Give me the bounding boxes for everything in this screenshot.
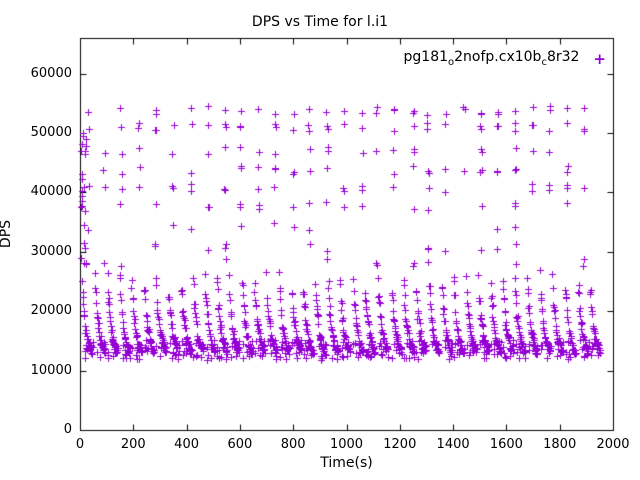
x-tick-label: 600 xyxy=(227,437,253,452)
x-tick-label: 800 xyxy=(280,437,306,452)
x-tick-label: 200 xyxy=(120,437,146,452)
y-tick-label: 20000 xyxy=(30,303,72,319)
y-tick-label: 50000 xyxy=(30,125,72,141)
x-tick-label: 1400 xyxy=(436,437,470,452)
y-tick-label: 30000 xyxy=(30,243,72,259)
x-tick-label: 0 xyxy=(75,437,85,452)
legend: pg181o2nofp.cx10bc8r32 + xyxy=(404,49,606,68)
legend-label: pg181o2nofp.cx10bc8r32 xyxy=(403,49,580,68)
x-tick-label: 2000 xyxy=(596,437,630,452)
x-tick-label: 1200 xyxy=(383,437,417,452)
y-tick-label: 10000 xyxy=(30,362,72,378)
x-tick-label: 400 xyxy=(174,437,199,452)
x-tick-label: 1800 xyxy=(543,437,577,452)
plus-marker-icon: + xyxy=(593,49,606,68)
x-axis-label: Time(s) xyxy=(320,455,373,471)
x-tick-label: 1600 xyxy=(489,437,523,452)
x-tick-label: 1000 xyxy=(329,437,364,452)
y-tick-label: 60000 xyxy=(30,65,72,81)
y-tick-label: 0 xyxy=(63,422,72,437)
chart-title: DPS vs Time for l.i1 xyxy=(251,14,389,30)
y-tick-label: 40000 xyxy=(30,184,72,200)
